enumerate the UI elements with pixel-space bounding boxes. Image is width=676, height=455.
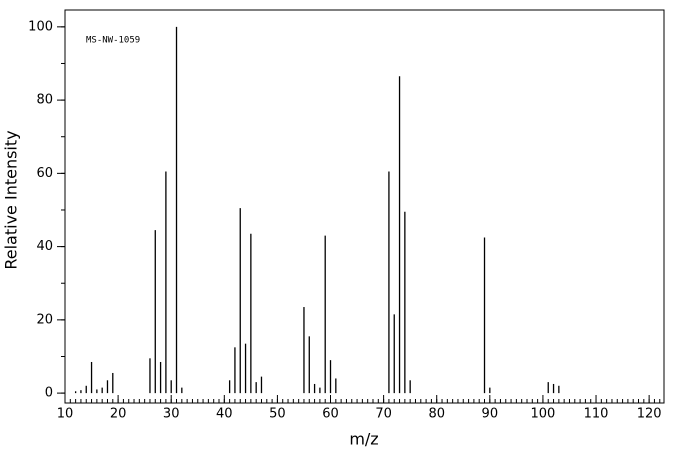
plot-frame xyxy=(64,9,665,404)
y-tick-label: 20 xyxy=(36,312,53,327)
x-tick-label: 100 xyxy=(531,407,556,422)
x-tick-label: 60 xyxy=(322,407,339,422)
y-tick-label: 0 xyxy=(45,386,53,401)
annotation: MS-NW-1059 xyxy=(86,36,140,46)
x-tick-label: 90 xyxy=(482,407,499,422)
y-tick-label: 40 xyxy=(36,239,53,254)
x-tick-label: 120 xyxy=(637,407,662,422)
y-tick-label: 100 xyxy=(28,19,53,34)
x-axis-label: m/z xyxy=(349,430,378,449)
x-tick-label: 50 xyxy=(269,407,286,422)
x-tick-label: 10 xyxy=(57,407,74,422)
x-tick-label: 30 xyxy=(163,407,180,422)
x-tick-label: 20 xyxy=(110,407,127,422)
y-tick-label: 60 xyxy=(36,166,53,181)
y-axis-label: Relative Intensity xyxy=(2,130,21,269)
x-tick-label: 70 xyxy=(375,407,392,422)
x-tick-label: 40 xyxy=(216,407,233,422)
x-tick-label: 80 xyxy=(428,407,445,422)
y-tick-label: 80 xyxy=(36,93,53,108)
x-tick-label: 110 xyxy=(584,407,609,422)
